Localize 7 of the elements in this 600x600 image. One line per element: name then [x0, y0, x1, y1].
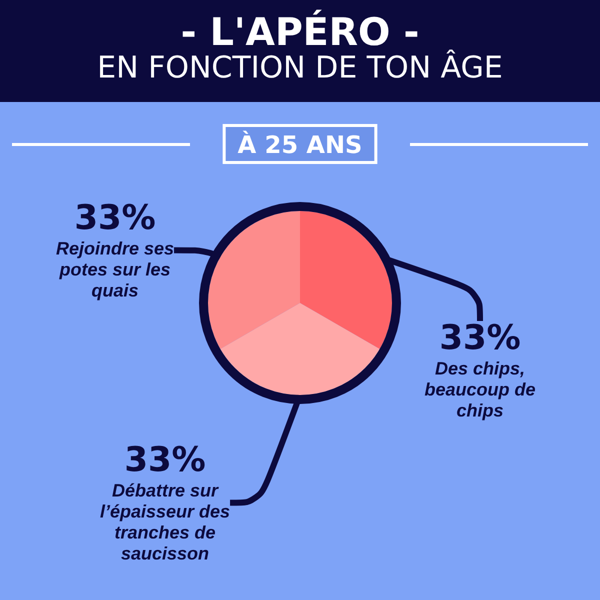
text: À 25 ANS — [238, 130, 362, 159]
data-label: 33% — [74, 198, 156, 238]
slice-label: Débattre sur l’épaisseur des tranches de saucisson — [100, 480, 230, 564]
slice-label: Rejoindre ses potes sur les quais — [56, 238, 174, 300]
slice-label: Des chips, beaucoup de chips — [424, 358, 536, 420]
data-label: 33% — [124, 440, 206, 480]
data-label: 33% — [439, 318, 521, 358]
